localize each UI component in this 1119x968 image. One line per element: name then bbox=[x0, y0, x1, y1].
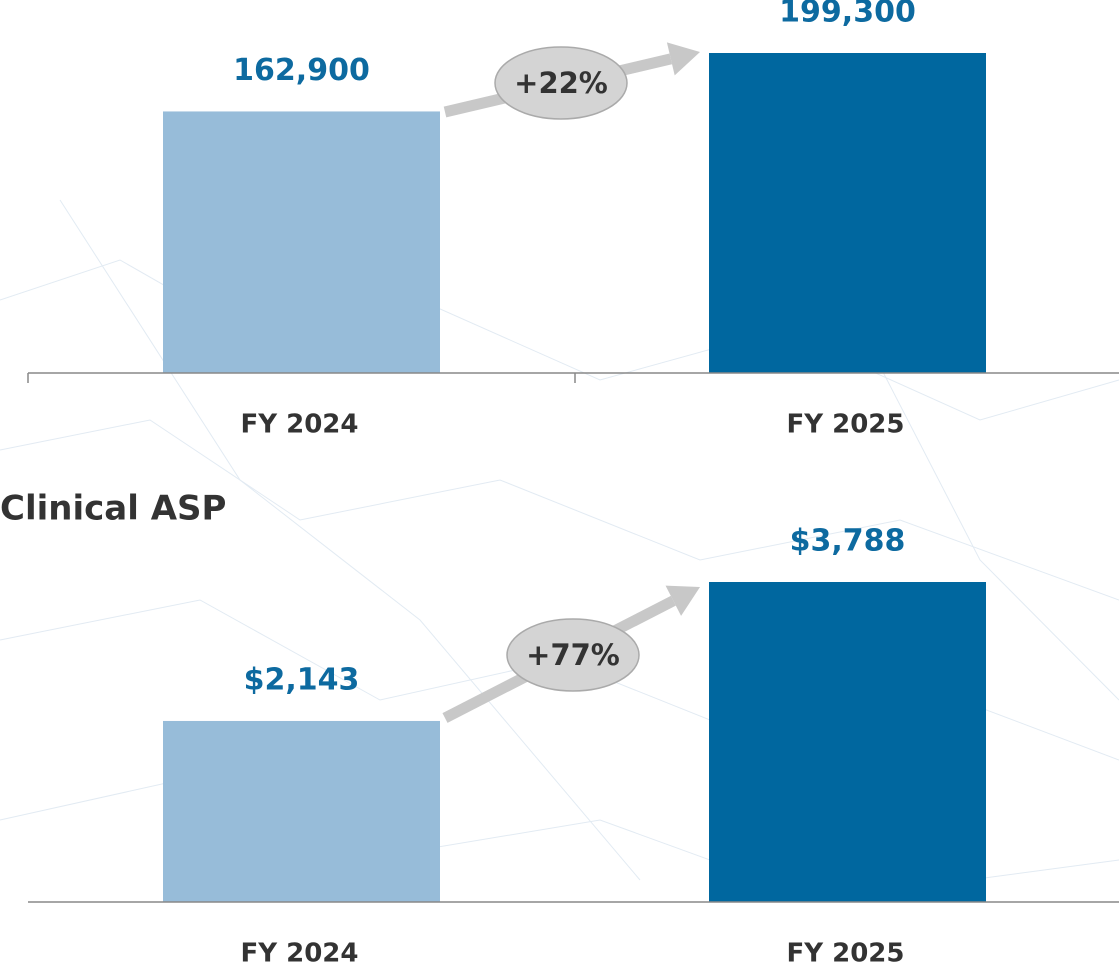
value-label: 199,300 bbox=[779, 0, 916, 30]
value-label: $2,143 bbox=[244, 662, 360, 697]
chart-title: Clinical ASP bbox=[0, 489, 226, 529]
value-label: $3,788 bbox=[790, 524, 906, 559]
annotation: +22% bbox=[514, 66, 608, 100]
value-label: 162,900 bbox=[233, 53, 370, 88]
arrow-head bbox=[665, 585, 700, 616]
arrow-head bbox=[666, 42, 700, 76]
annotation: +77% bbox=[526, 638, 620, 672]
bar bbox=[163, 720, 440, 902]
bar bbox=[709, 582, 986, 902]
bar bbox=[163, 111, 440, 374]
x-tick-label: FY 2024 bbox=[240, 939, 358, 968]
x-tick-label: FY 2024 bbox=[240, 410, 358, 440]
annotation-bubble bbox=[494, 46, 628, 120]
annotation-bubble bbox=[506, 618, 640, 692]
bar bbox=[709, 53, 986, 373]
x-tick-label: FY 2025 bbox=[786, 410, 904, 440]
x-tick-label: FY 2025 bbox=[786, 939, 904, 968]
